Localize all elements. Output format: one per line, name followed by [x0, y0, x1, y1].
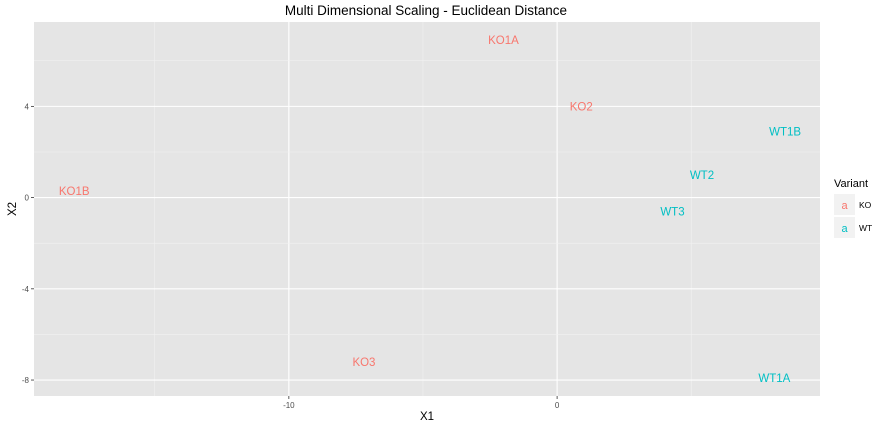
chart-title: Multi Dimensional Scaling - Euclidean Di… — [285, 3, 567, 18]
plot-panel — [34, 22, 820, 396]
legend-title: Variant — [834, 178, 868, 190]
y-tick-label: -4 — [22, 285, 30, 294]
legend-key-glyph: a — [841, 200, 848, 212]
point-label-ko3: KO3 — [352, 357, 375, 369]
point-label-ko2: KO2 — [570, 101, 593, 113]
y-tick-label: 4 — [25, 102, 30, 111]
point-label-wt3: WT3 — [660, 206, 684, 218]
point-label-wt1b: WT1B — [769, 126, 801, 138]
legend-items: a KO a WT — [834, 194, 872, 238]
data-points: KO1A KO2 WT1B KO1B WT2 WT3 KO3 WT1A — [59, 35, 802, 385]
point-label-wt1a: WT1A — [758, 373, 790, 385]
legend-key-ko — [834, 194, 855, 215]
legend-key-wt — [834, 217, 855, 238]
legend-label-ko: KO — [859, 200, 872, 210]
grid-lines — [34, 22, 820, 396]
y-axis-title: X2 — [7, 202, 19, 216]
y-tick-label: -8 — [22, 376, 30, 385]
y-tick-label: 0 — [25, 194, 30, 203]
legend-key-glyph: a — [841, 223, 848, 235]
axis-ticks: -10 0 4 0 -4 -8 — [22, 102, 560, 410]
point-label-ko1b: KO1B — [59, 186, 90, 198]
x-tick-label: -10 — [283, 401, 295, 410]
x-axis-title: X1 — [420, 411, 434, 423]
legend-label-wt: WT — [859, 223, 872, 233]
point-label-wt2: WT2 — [690, 170, 714, 182]
x-tick-label: 0 — [555, 401, 560, 410]
legend: Variant a KO a WT — [834, 178, 872, 238]
point-label-ko1a: KO1A — [488, 35, 519, 47]
